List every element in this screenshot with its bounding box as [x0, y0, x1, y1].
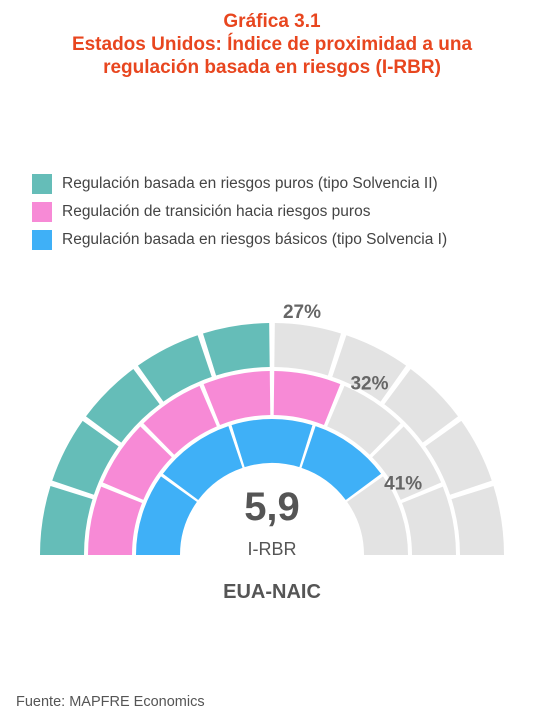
region-label: EUA-NAIC	[223, 581, 321, 603]
index-value: 5,9	[244, 485, 300, 529]
gauge-segment-filled	[273, 371, 341, 426]
gauge-segment-filled	[143, 385, 217, 455]
gauge-chart: 27% 32% 41% 5,9 I-RBR EUA-NAIC	[40, 302, 504, 603]
gauge-segment-empty	[384, 368, 459, 443]
legend-label: Regulación de transición hacia riesgos p…	[62, 203, 371, 220]
legend-item-solvencia-ii: Regulación basada en riesgos puros (tipo…	[32, 170, 447, 198]
legend-swatch-pink	[32, 202, 52, 222]
gauge-segment-empty	[327, 385, 401, 455]
percent-label-middle: 32%	[350, 374, 388, 395]
gauge-segment-filled	[40, 486, 93, 555]
gauge-segment-empty	[401, 486, 456, 555]
gauge-segment-empty	[274, 323, 341, 376]
title-line-1: Gráfica 3.1	[223, 11, 321, 32]
percent-label-outer: 27%	[283, 302, 321, 323]
gauge-segment-empty	[425, 420, 492, 495]
legend-item-transicion: Regulación de transición hacia riesgos p…	[32, 198, 447, 226]
legend-swatch-blue	[32, 230, 52, 250]
legend-swatch-teal	[32, 174, 52, 194]
legend-label: Regulación basada en riesgos básicos (ti…	[62, 231, 448, 248]
gauge-segment-filled	[162, 426, 243, 501]
gauge-segment-filled	[203, 371, 271, 426]
gauge-segment-filled	[102, 426, 172, 500]
legend-item-solvencia-i: Regulación basada en riesgos básicos (ti…	[32, 226, 447, 254]
gauge-segment-filled	[85, 368, 160, 443]
gauge-segment-empty	[347, 476, 408, 555]
index-label: I-RBR	[248, 539, 297, 559]
gauge-segment-filled	[52, 420, 119, 495]
gauge-segment-filled	[301, 426, 382, 501]
gauge-segment-filled	[136, 476, 197, 555]
chart-title: Gráfica 3.1 Estados Unidos: Índice de pr…	[0, 10, 544, 79]
gauge-segments	[40, 323, 504, 555]
title-line-2: Estados Unidos: Índice de proximidad a u…	[71, 34, 473, 55]
legend-label: Regulación basada en riesgos puros (tipo…	[62, 175, 438, 192]
title-line-3: regulación basada en riesgos (I-RBR)	[103, 57, 441, 78]
gauge-segment-empty	[332, 335, 407, 402]
percent-label-inner: 41%	[384, 473, 422, 494]
source-footer: Fuente: MAPFRE Economics	[16, 694, 205, 710]
gauge-segment-filled	[203, 323, 270, 376]
gauge-segment-empty	[451, 486, 504, 555]
gauge-segment-filled	[137, 335, 212, 402]
legend: Regulación basada en riesgos puros (tipo…	[32, 170, 447, 254]
gauge-segment-empty	[372, 426, 442, 500]
gauge-segment-filled	[88, 486, 143, 555]
gauge-segment-filled	[231, 419, 313, 468]
